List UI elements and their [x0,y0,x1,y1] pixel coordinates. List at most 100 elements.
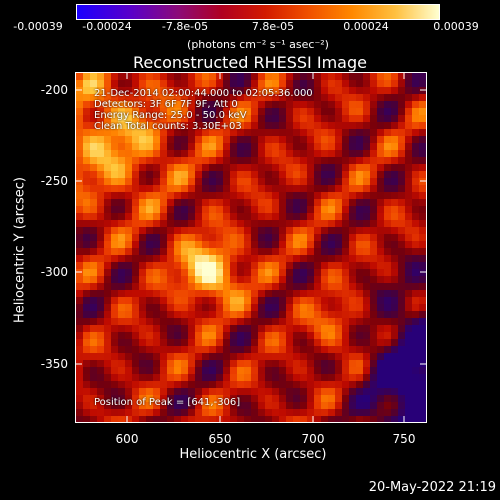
heatmap-cell [363,171,370,178]
heatmap-cell [209,206,216,213]
heatmap-cell [370,178,377,185]
heatmap-cell [412,143,419,150]
heatmap-cell [230,416,237,422]
heatmap-cell [307,262,314,269]
heatmap-cell [293,122,300,129]
heatmap-cell [384,388,391,395]
heatmap-cell [160,241,167,248]
heatmap-cell [104,290,111,297]
heatmap-cell [76,332,83,339]
heatmap-cell [90,213,97,220]
heatmap-cell [349,80,356,87]
heatmap-cell [202,220,209,227]
heatmap-cell [363,311,370,318]
heatmap-cell [125,276,132,283]
heatmap-cell [391,206,398,213]
heatmap-cell [412,129,419,136]
heatmap-cell [328,220,335,227]
heatmap-cell [363,73,370,80]
heatmap-cell [272,129,279,136]
heatmap-cell [174,276,181,283]
heatmap-cell [391,213,398,220]
heatmap-cell [412,73,419,80]
heatmap-cell [363,115,370,122]
heatmap-cell [174,332,181,339]
heatmap-cell [90,234,97,241]
heatmap-cell [356,73,363,80]
heatmap-cell [272,395,279,402]
heatmap-cell [258,171,265,178]
heatmap-cell [328,276,335,283]
heatmap-cell [104,311,111,318]
heatmap-cell [293,227,300,234]
heatmap-cell [314,269,321,276]
heatmap-cell [90,388,97,395]
heatmap-cell [146,311,153,318]
heatmap-cell [251,136,258,143]
heatmap-cell [342,122,349,129]
heatmap-cell [314,178,321,185]
heatmap-cell [279,80,286,87]
x-tick-label: 700 [301,432,325,446]
heatmap-cell [251,122,258,129]
heatmap-cell [230,108,237,115]
heatmap-cell [83,332,90,339]
heatmap-cell [293,136,300,143]
heatmap-cell [167,94,174,101]
heatmap-cell [132,199,139,206]
rhessi-image-panel: 21-Dec-2014 02:00:44.000 to 02:05:36.000… [75,72,427,423]
heatmap-cell [146,409,153,416]
heatmap-cell [146,248,153,255]
heatmap-cell [265,402,272,409]
heatmap-cell [209,360,216,367]
heatmap-cell [391,234,398,241]
heatmap-cell [335,304,342,311]
heatmap-cell [328,388,335,395]
heatmap-cell [293,318,300,325]
heatmap-cell [209,129,216,136]
heatmap-cell [104,213,111,220]
heatmap-cell [328,416,335,422]
heatmap-cell [314,220,321,227]
heatmap-cell [132,318,139,325]
heatmap-cell [258,73,265,80]
heatmap-cell [363,374,370,381]
heatmap-cell [293,276,300,283]
heatmap-cell [244,262,251,269]
heatmap-cell [265,255,272,262]
heatmap-cell [272,199,279,206]
heatmap-cell [83,143,90,150]
heatmap-cell [216,346,223,353]
heatmap-cell [97,318,104,325]
heatmap-cell [279,367,286,374]
heatmap-cell [300,213,307,220]
heatmap-cell [167,318,174,325]
heatmap-cell [349,353,356,360]
heatmap-cell [111,213,118,220]
heatmap-cell [321,108,328,115]
heatmap-cell [97,87,104,94]
heatmap-cell [90,101,97,108]
heatmap-cell [230,192,237,199]
heatmap-cell [97,276,104,283]
heatmap-cell [139,402,146,409]
heatmap-cell [377,381,384,388]
heatmap-cell [104,73,111,80]
heatmap-cell [237,255,244,262]
heatmap-cell [139,367,146,374]
heatmap-cell [335,129,342,136]
heatmap-cell [111,360,118,367]
heatmap-cell [244,346,251,353]
heatmap-cell [209,290,216,297]
heatmap-cell [153,234,160,241]
heatmap-cell [293,178,300,185]
heatmap-cell [412,360,419,367]
heatmap-cell [97,262,104,269]
heatmap-cell [363,255,370,262]
heatmap-cell [188,381,195,388]
heatmap-cell [90,185,97,192]
heatmap-cell [419,192,426,199]
heatmap-cell [195,416,202,422]
heatmap-cell [223,234,230,241]
heatmap-cell [146,360,153,367]
